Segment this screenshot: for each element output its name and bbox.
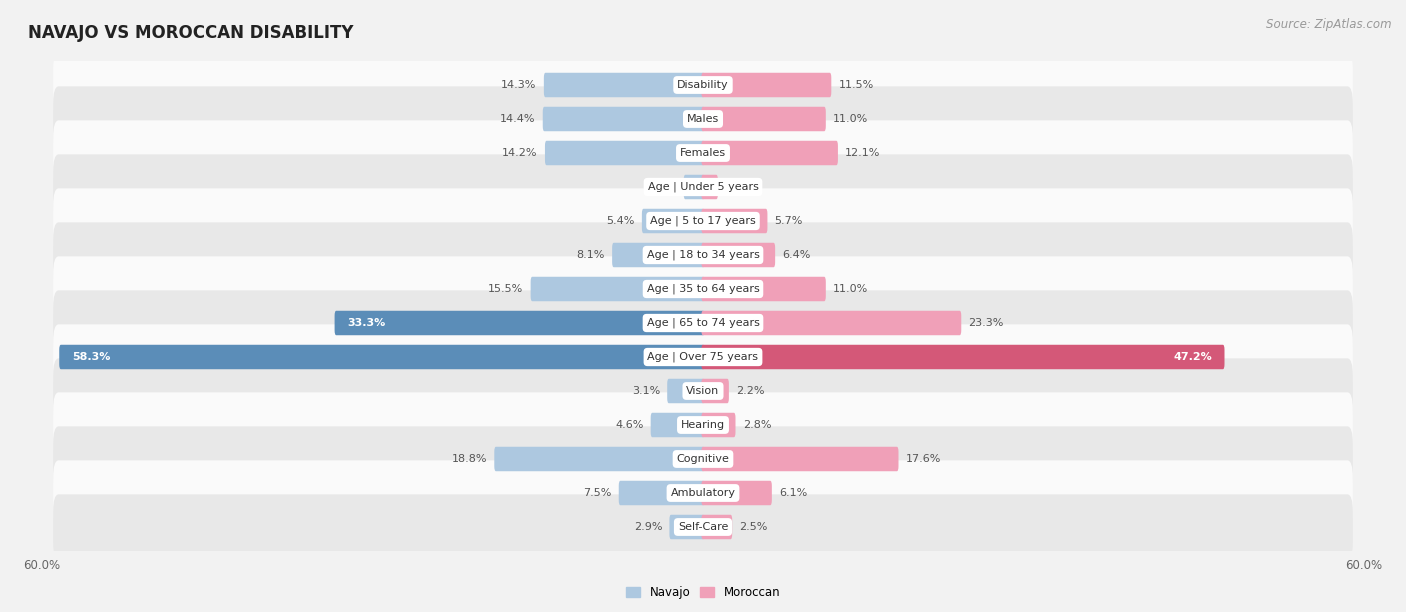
Text: 23.3%: 23.3% (969, 318, 1004, 328)
FancyBboxPatch shape (53, 494, 1353, 559)
FancyBboxPatch shape (643, 209, 704, 233)
Text: Ambulatory: Ambulatory (671, 488, 735, 498)
Text: Age | Over 75 years: Age | Over 75 years (648, 352, 758, 362)
Text: 11.5%: 11.5% (838, 80, 873, 90)
FancyBboxPatch shape (546, 141, 704, 165)
Text: 5.4%: 5.4% (606, 216, 634, 226)
Text: 33.3%: 33.3% (347, 318, 385, 328)
FancyBboxPatch shape (702, 412, 735, 437)
Text: 1.6%: 1.6% (648, 182, 676, 192)
FancyBboxPatch shape (53, 188, 1353, 253)
FancyBboxPatch shape (59, 345, 704, 369)
FancyBboxPatch shape (53, 86, 1353, 152)
Text: Age | 5 to 17 years: Age | 5 to 17 years (650, 216, 756, 226)
FancyBboxPatch shape (668, 379, 704, 403)
FancyBboxPatch shape (702, 243, 775, 267)
Text: 2.5%: 2.5% (740, 522, 768, 532)
Text: 3.1%: 3.1% (631, 386, 659, 396)
Text: Disability: Disability (678, 80, 728, 90)
Text: 6.4%: 6.4% (782, 250, 811, 260)
Text: 2.8%: 2.8% (742, 420, 770, 430)
FancyBboxPatch shape (53, 222, 1353, 288)
Text: 15.5%: 15.5% (488, 284, 523, 294)
Text: 11.0%: 11.0% (832, 114, 869, 124)
FancyBboxPatch shape (495, 447, 704, 471)
Text: Age | 65 to 74 years: Age | 65 to 74 years (647, 318, 759, 328)
FancyBboxPatch shape (612, 243, 704, 267)
Text: 14.3%: 14.3% (502, 80, 537, 90)
FancyBboxPatch shape (702, 379, 728, 403)
FancyBboxPatch shape (53, 53, 1353, 118)
Text: Hearing: Hearing (681, 420, 725, 430)
FancyBboxPatch shape (702, 141, 838, 165)
Text: 12.1%: 12.1% (845, 148, 880, 158)
FancyBboxPatch shape (702, 447, 898, 471)
Text: 58.3%: 58.3% (72, 352, 110, 362)
FancyBboxPatch shape (619, 481, 704, 506)
Text: 47.2%: 47.2% (1173, 352, 1212, 362)
Text: 18.8%: 18.8% (451, 454, 486, 464)
Text: Males: Males (688, 114, 718, 124)
Text: Females: Females (681, 148, 725, 158)
Text: NAVAJO VS MOROCCAN DISABILITY: NAVAJO VS MOROCCAN DISABILITY (28, 24, 354, 42)
FancyBboxPatch shape (702, 175, 718, 200)
FancyBboxPatch shape (702, 277, 825, 301)
Text: Source: ZipAtlas.com: Source: ZipAtlas.com (1267, 18, 1392, 31)
FancyBboxPatch shape (53, 392, 1353, 458)
Text: 5.7%: 5.7% (775, 216, 803, 226)
FancyBboxPatch shape (53, 324, 1353, 390)
FancyBboxPatch shape (53, 427, 1353, 491)
Text: 2.9%: 2.9% (634, 522, 662, 532)
Text: 4.6%: 4.6% (616, 420, 644, 430)
FancyBboxPatch shape (544, 73, 704, 97)
Text: Cognitive: Cognitive (676, 454, 730, 464)
FancyBboxPatch shape (335, 311, 704, 335)
FancyBboxPatch shape (543, 106, 704, 131)
Text: 14.2%: 14.2% (502, 148, 537, 158)
Text: 7.5%: 7.5% (583, 488, 612, 498)
Text: Age | 18 to 34 years: Age | 18 to 34 years (647, 250, 759, 260)
FancyBboxPatch shape (702, 311, 962, 335)
FancyBboxPatch shape (683, 175, 704, 200)
FancyBboxPatch shape (53, 154, 1353, 220)
FancyBboxPatch shape (651, 412, 704, 437)
FancyBboxPatch shape (702, 515, 733, 539)
FancyBboxPatch shape (53, 121, 1353, 185)
Text: 8.1%: 8.1% (576, 250, 605, 260)
FancyBboxPatch shape (702, 345, 1225, 369)
Text: 17.6%: 17.6% (905, 454, 941, 464)
FancyBboxPatch shape (53, 256, 1353, 322)
Text: 1.2%: 1.2% (725, 182, 754, 192)
FancyBboxPatch shape (702, 481, 772, 506)
Legend: Navajo, Moroccan: Navajo, Moroccan (621, 581, 785, 603)
Text: 6.1%: 6.1% (779, 488, 807, 498)
FancyBboxPatch shape (53, 359, 1353, 424)
Text: Age | 35 to 64 years: Age | 35 to 64 years (647, 284, 759, 294)
FancyBboxPatch shape (53, 460, 1353, 526)
Text: Self-Care: Self-Care (678, 522, 728, 532)
Text: Age | Under 5 years: Age | Under 5 years (648, 182, 758, 192)
FancyBboxPatch shape (702, 73, 831, 97)
FancyBboxPatch shape (530, 277, 704, 301)
FancyBboxPatch shape (669, 515, 704, 539)
Text: Vision: Vision (686, 386, 720, 396)
FancyBboxPatch shape (702, 106, 825, 131)
Text: 11.0%: 11.0% (832, 284, 869, 294)
FancyBboxPatch shape (702, 209, 768, 233)
Text: 2.2%: 2.2% (737, 386, 765, 396)
Text: 14.4%: 14.4% (501, 114, 536, 124)
FancyBboxPatch shape (53, 290, 1353, 356)
